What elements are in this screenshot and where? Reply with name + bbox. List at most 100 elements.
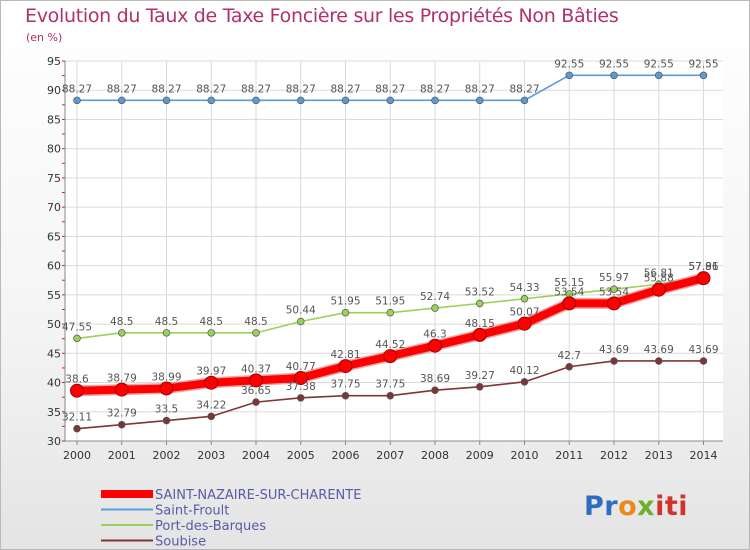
- data-point: [207, 412, 216, 421]
- data-point: [472, 327, 487, 342]
- data-label: 55.97: [599, 272, 629, 284]
- data-label: 44.52: [375, 339, 405, 351]
- data-label: 40.37: [241, 363, 271, 375]
- data-point: [293, 371, 308, 386]
- data-label: 88.27: [375, 83, 405, 95]
- legend-label: Saint-Froult: [155, 504, 229, 519]
- data-label: 92.55: [554, 58, 584, 70]
- data-label: 92.55: [599, 58, 629, 70]
- data-point: [520, 378, 529, 386]
- data-point: [520, 295, 529, 303]
- y-tick-label: 55: [47, 289, 61, 302]
- data-point: [159, 381, 174, 396]
- data-label: 43.69: [599, 344, 629, 356]
- data-label: 53.52: [465, 286, 495, 298]
- data-point: [607, 296, 621, 311]
- chart-title: Evolution du Taux de Taxe Foncière sur l…: [25, 5, 619, 27]
- data-point: [207, 329, 216, 337]
- data-label: 47.55: [62, 321, 92, 333]
- data-label: 57.86: [688, 261, 718, 273]
- logo-part-1: Pr: [584, 491, 619, 522]
- y-tick-label: 65: [47, 230, 61, 243]
- data-label: 54.33: [509, 282, 539, 294]
- data-label: 34.22: [196, 399, 226, 411]
- legend-label: SAINT-NAZAIRE-SUR-CHARENTE: [155, 488, 361, 503]
- data-point: [341, 308, 350, 317]
- x-tick-label: 2011: [555, 449, 583, 462]
- x-tick-label: 2008: [421, 449, 449, 462]
- x-tick-label: 2000: [63, 449, 91, 462]
- data-label: 42.7: [558, 350, 581, 362]
- data-point: [386, 308, 395, 317]
- chart-unit-label: (en %): [26, 31, 63, 44]
- proxiti-logo: Proxiti: [584, 491, 688, 522]
- data-point: [338, 359, 353, 374]
- y-tick-label: 35: [47, 406, 61, 419]
- plot-area: [65, 61, 723, 441]
- data-label: 48.5: [155, 316, 178, 328]
- data-label: 37.75: [330, 379, 360, 391]
- data-label: 39.27: [465, 370, 495, 382]
- data-label: 55.88: [644, 273, 674, 285]
- data-label: 55.15: [554, 277, 584, 289]
- y-tick-label: 50: [47, 318, 61, 331]
- data-label: 48.5: [200, 316, 223, 328]
- data-point: [252, 329, 260, 337]
- data-point: [114, 382, 129, 397]
- data-point: [252, 96, 260, 105]
- data-label: 88.27: [107, 83, 137, 95]
- x-tick-label: 2010: [511, 449, 539, 462]
- data-label: 50.07: [509, 307, 539, 319]
- data-label: 88.27: [151, 83, 181, 95]
- x-tick-label: 2004: [242, 449, 270, 462]
- data-point: [117, 96, 126, 105]
- y-tick-label: 45: [47, 347, 61, 360]
- data-label: 56.81: [644, 267, 674, 279]
- data-label: 38.6: [65, 374, 89, 386]
- data-point: [699, 71, 708, 80]
- data-point: [73, 424, 81, 433]
- data-point: [117, 329, 126, 337]
- data-label: 32.79: [107, 408, 137, 420]
- data-label: 32.11: [62, 412, 92, 424]
- data-point: [565, 71, 573, 80]
- x-tick-label: 2006: [332, 449, 360, 462]
- data-point: [297, 317, 305, 326]
- logo-part-2: o: [618, 491, 638, 522]
- data-point: [341, 391, 350, 400]
- y-tick-label: 90: [47, 84, 61, 97]
- data-label: 88.27: [62, 83, 92, 95]
- data-point: [207, 96, 216, 105]
- data-label: 88.27: [509, 83, 539, 95]
- data-label: 92.55: [644, 58, 674, 70]
- data-label: 88.27: [330, 83, 360, 95]
- data-label: 52.74: [420, 291, 450, 303]
- data-label: 36.65: [241, 385, 271, 397]
- data-point: [476, 383, 484, 391]
- data-label: 46.3: [423, 329, 446, 341]
- legend-label: Port-des-Barques: [155, 519, 266, 534]
- data-label: 37.38: [286, 381, 316, 393]
- y-tick-label: 40: [47, 377, 61, 390]
- y-tick-label: 95: [47, 55, 61, 68]
- data-label: 88.27: [196, 83, 226, 95]
- data-point: [73, 96, 81, 105]
- x-tick-label: 2003: [197, 449, 225, 462]
- data-label: 92.55: [688, 58, 718, 70]
- y-tick-label: 30: [47, 435, 61, 448]
- data-point: [383, 349, 398, 364]
- x-tick-label: 2002: [153, 449, 181, 462]
- data-label: 53.54: [554, 286, 584, 298]
- data-point: [699, 357, 708, 365]
- y-tick-label: 60: [47, 260, 61, 273]
- data-label: 40.77: [286, 361, 316, 373]
- data-point: [654, 71, 663, 80]
- data-label: 53.54: [599, 286, 629, 298]
- data-point: [297, 96, 305, 105]
- data-label: 38.69: [420, 373, 450, 385]
- data-label: 88.27: [420, 83, 450, 95]
- data-point: [386, 391, 395, 400]
- data-point: [252, 398, 260, 406]
